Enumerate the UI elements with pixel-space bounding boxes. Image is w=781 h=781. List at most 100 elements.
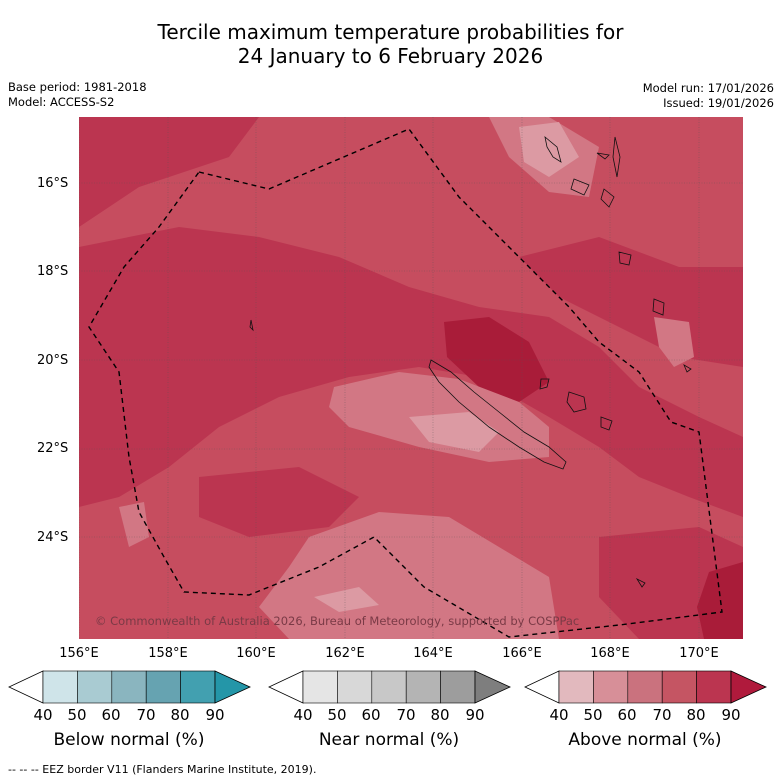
prob-region-80-90: [79, 117, 259, 227]
near-colorbar-cell: [337, 670, 373, 704]
near-colorbar-low-arrow: [268, 670, 304, 704]
tick-label: 60: [101, 706, 121, 724]
lon-label-164e: 164°E: [413, 646, 453, 661]
above-colorbar-high-arrow: [730, 670, 767, 704]
graticule: [79, 117, 743, 639]
tick-label: 70: [652, 706, 672, 724]
colorbar-below-cells: [8, 670, 251, 704]
colorbar-below: [8, 670, 251, 704]
probability-map[interactable]: [79, 117, 743, 639]
eez-border: [88, 128, 723, 638]
island-coast: [600, 416, 613, 431]
above-colorbar-cell: [696, 670, 732, 704]
colorbar-above-cells: [524, 670, 767, 704]
below-colorbar-cell: [111, 670, 147, 704]
lon-label-166e: 166°E: [502, 646, 542, 661]
below-colorbar-cell: [77, 670, 113, 704]
below-colorbar-low-arrow: [8, 670, 44, 704]
colorbar-near-cells: [268, 670, 511, 704]
tick-label: 80: [170, 706, 190, 724]
lon-label-160e: 160°E: [236, 646, 276, 661]
meta-left: Base period: 1981-2018 Model: ACCESS-S2: [8, 80, 147, 110]
tick-label: 80: [686, 706, 706, 724]
prob-region-80-90: [199, 467, 359, 537]
prob-region-50-60: [314, 587, 379, 612]
lat-label-18s: 18°S: [37, 264, 69, 279]
title-line-1: Tercile maximum temperature probabilitie…: [157, 20, 624, 44]
tick-label: 50: [327, 706, 347, 724]
lat-label-22s: 22°S: [37, 441, 69, 456]
island-coast: [683, 364, 692, 373]
island-coast: [612, 136, 621, 178]
prob-region-60-70: [119, 502, 149, 547]
prob-region-50-60: [519, 122, 579, 177]
below-colorbar-cell: [42, 670, 78, 704]
island-coast: [618, 251, 632, 266]
below-colorbar-high-arrow: [214, 670, 251, 704]
lat-label-24s: 24°S: [37, 530, 69, 545]
colorbar-below-title: Below normal (%): [53, 730, 205, 750]
above-colorbar-cell: [627, 670, 663, 704]
prob-region-50-60: [409, 412, 499, 452]
tick-label: 70: [396, 706, 416, 724]
tick-label: 90: [721, 706, 741, 724]
issued-date: Issued: 19/01/2026: [663, 96, 774, 110]
lon-label-162e: 162°E: [325, 646, 365, 661]
new-caledonia-coast: [428, 359, 567, 470]
lon-label-168e: 168°E: [590, 646, 630, 661]
above-colorbar-cell: [661, 670, 697, 704]
lon-label-158e: 158°E: [148, 646, 188, 661]
tick-label: 40: [549, 706, 569, 724]
island-coast: [635, 578, 646, 588]
prob-region-above-90: [444, 317, 549, 402]
copyright-notice: © Commonwealth of Australia 2026, Bureau…: [95, 614, 580, 628]
prob-region-60-70: [654, 317, 694, 367]
below-colorbar-cell: [180, 670, 216, 704]
lat-label-20s: 20°S: [37, 353, 69, 368]
island-coast: [652, 298, 665, 316]
map-title: Tercile maximum temperature probabilitie…: [0, 20, 781, 68]
tick-label: 50: [67, 706, 87, 724]
near-colorbar-cell: [440, 670, 476, 704]
tick-label: 90: [465, 706, 485, 724]
lon-label-170e: 170°E: [679, 646, 719, 661]
near-colorbar-high-arrow: [474, 670, 511, 704]
map-canvas: [79, 117, 743, 639]
lat-label-16s: 16°S: [37, 176, 69, 191]
tick-label: 60: [617, 706, 637, 724]
island-coast: [544, 135, 562, 163]
near-colorbar-cell: [371, 670, 407, 704]
colorbar-above-title: Above normal (%): [568, 730, 722, 750]
colorbar-near: [268, 670, 511, 704]
tick-label: 50: [583, 706, 603, 724]
island-coast: [600, 188, 615, 208]
model-run: Model run: 17/01/2026: [642, 81, 774, 95]
island-coast: [570, 178, 590, 196]
lon-label-156e: 156°E: [59, 646, 99, 661]
tick-label: 80: [430, 706, 450, 724]
above-colorbar-cell: [593, 670, 629, 704]
prob-region-80-90: [79, 227, 743, 517]
tick-label: 40: [33, 706, 53, 724]
colorbar-above: [524, 670, 767, 704]
island-coast: [566, 391, 587, 413]
tick-label: 60: [361, 706, 381, 724]
above-colorbar-low-arrow: [524, 670, 560, 704]
tick-label: 90: [205, 706, 225, 724]
meta-right: Model run: 17/01/2026 Issued: 19/01/2026: [643, 81, 774, 111]
coastlines: [249, 135, 692, 588]
near-colorbar-cell: [302, 670, 338, 704]
island-coast: [249, 319, 254, 332]
island-coast: [539, 378, 550, 390]
model-name: Model: ACCESS-S2: [8, 95, 115, 109]
near-colorbar-cell: [405, 670, 441, 704]
below-colorbar-cell: [145, 670, 181, 704]
base-period: Base period: 1981-2018: [8, 80, 147, 94]
eez-footnote: -- -- -- EEZ border V11 (Flanders Marine…: [8, 763, 317, 776]
title-line-2: 24 January to 6 February 2026: [237, 44, 544, 68]
island-coast: [596, 152, 610, 160]
colorbar-near-title: Near normal (%): [318, 730, 460, 750]
above-colorbar-cell: [558, 670, 594, 704]
tick-label: 70: [136, 706, 156, 724]
tick-label: 40: [293, 706, 313, 724]
